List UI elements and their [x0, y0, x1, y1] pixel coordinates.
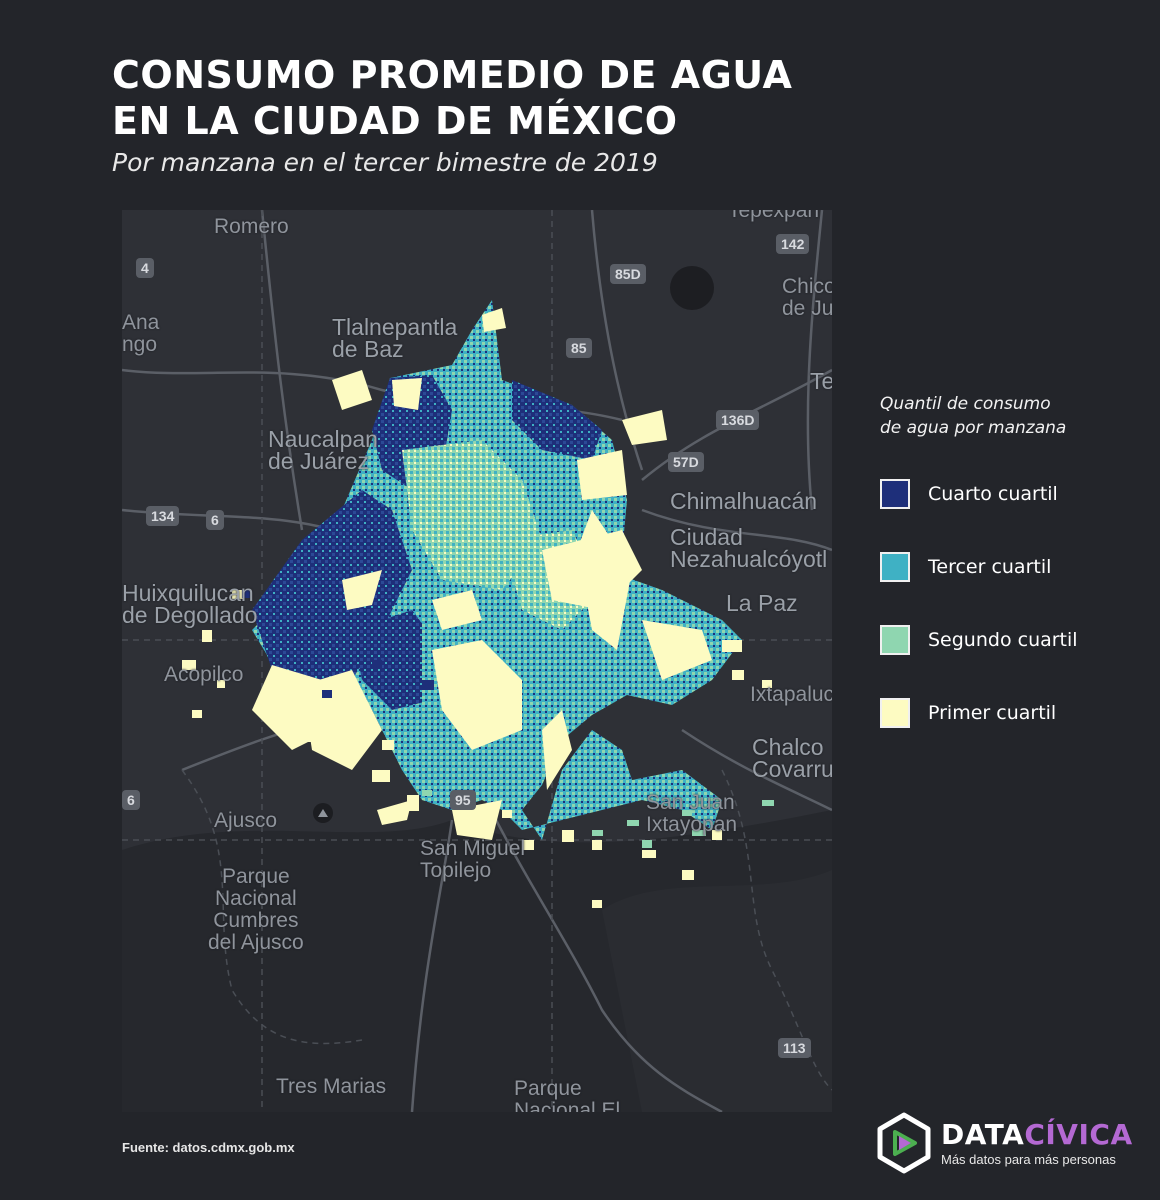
- road-shield: 85: [566, 338, 592, 358]
- place-acopilco: Acopilco: [164, 663, 244, 686]
- place-huixquilucan: Huixquilucan de Degollado: [122, 580, 258, 628]
- place-parque-cumbres: Parque Nacional Cumbres del Ajusco: [208, 865, 304, 954]
- place-tepexpan: Tepexpan: [728, 210, 820, 222]
- road-shield: 95: [450, 790, 476, 810]
- place-san-miguel-topilejo: San Miguel Topilejo: [420, 837, 526, 882]
- place-nezahualcoyotl: Ciudad Nezahualcóyotl: [670, 524, 828, 572]
- legend-item-segundo: Segundo cuartil: [880, 620, 1140, 660]
- legend-swatch: [880, 479, 910, 509]
- legend-swatch: [880, 698, 910, 728]
- place-chalco: Chalco Covarrubias: [752, 734, 832, 782]
- legend-label: Segundo cuartil: [928, 629, 1078, 651]
- place-tlalnepantla: Tlalnepantla de Baz: [332, 314, 458, 362]
- place-san-juan-ixtayopan: San Juan Ixtayopan: [646, 791, 738, 836]
- road-shield: 136D: [716, 410, 760, 430]
- logo-name: DATACÍVICA: [941, 1118, 1133, 1151]
- road-shield: 4: [136, 258, 154, 278]
- title-line-2: EN LA CIUDAD DE MÉXICO: [112, 99, 678, 143]
- legend-item-primer: Primer cuartil: [880, 693, 1140, 733]
- place-la-paz: La Paz: [726, 590, 798, 616]
- consumption-region: [182, 300, 774, 908]
- road-shield: 6: [206, 510, 224, 530]
- subtitle: Por manzana en el tercer bimestre de 201…: [112, 148, 658, 177]
- legend-item-cuarto: Cuarto cuartil: [880, 474, 1140, 514]
- place-parque-el: Parque Nacional El: [514, 1077, 621, 1113]
- logo-tagline: Más datos para más personas: [941, 1152, 1116, 1167]
- datacivica-hexagon-icon: [877, 1112, 931, 1174]
- legend-label: Cuarto cuartil: [928, 483, 1058, 505]
- legend-label: Primer cuartil: [928, 702, 1057, 724]
- title-line-1: CONSUMO PROMEDIO DE AGUA: [112, 53, 793, 97]
- road-shield: 85D: [610, 264, 646, 284]
- legend-title: Quantil de consumo de agua por manzana: [880, 394, 1067, 438]
- map-canvas: [122, 210, 832, 1112]
- place-chicoloapan: Chicoloapan de Juárez: [782, 275, 832, 320]
- map: Romero Tlalnepantla de Baz Naucalpan de …: [122, 210, 832, 1112]
- road-shield: 57D: [668, 452, 704, 472]
- place-ixtapaluca: Ixtapaluca: [750, 683, 832, 706]
- place-naucalpan: Naucalpan de Juárez: [268, 426, 378, 474]
- source-note: Fuente: datos.cdmx.gob.mx: [122, 1140, 295, 1155]
- mountain-area: [602, 870, 832, 1112]
- legend-swatch: [880, 552, 910, 582]
- road-shield: 134: [146, 506, 180, 526]
- place-romero: Romero: [214, 215, 289, 238]
- legend: Quantil de consumo de agua por manzana C…: [880, 392, 1140, 766]
- road-shield: 142: [776, 234, 810, 254]
- datacivica-logo: DATACÍVICA Más datos para más personas: [875, 1112, 1145, 1174]
- road-shield: 6: [122, 790, 140, 810]
- place-chimalhuacan: Chimalhuacán: [670, 488, 818, 514]
- place-ajusco: Ajusco: [214, 809, 278, 832]
- place-tres-marias: Tres Marias: [276, 1075, 387, 1098]
- place-ana: Ana ngo: [122, 311, 160, 356]
- place-texcoco: Texcoco: [810, 368, 832, 394]
- title: CONSUMO PROMEDIO DE AGUA EN LA CIUDAD DE…: [112, 52, 792, 144]
- legend-swatch: [880, 625, 910, 655]
- road-shield: 113: [778, 1038, 811, 1058]
- legend-label: Tercer cuartil: [928, 556, 1052, 578]
- lake-area: [670, 266, 714, 310]
- legend-item-tercer: Tercer cuartil: [880, 547, 1140, 587]
